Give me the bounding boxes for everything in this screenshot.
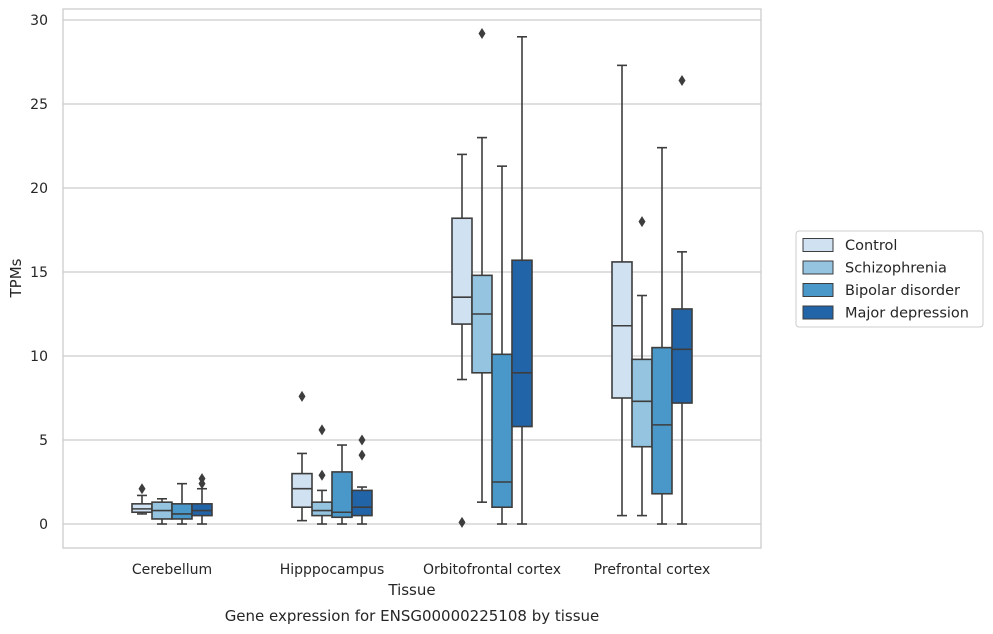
iqr-box: [311, 501, 333, 517]
chart-caption: Gene expression for ENSG00000225108 by t…: [225, 607, 600, 625]
x-axis-title: Tissue: [387, 581, 435, 599]
box: [331, 444, 353, 525]
outlier-point: [638, 216, 646, 228]
iqr-box: [631, 358, 653, 448]
box: [471, 27, 493, 503]
y-tick-label: 25: [30, 97, 48, 113]
iqr-box: [451, 217, 473, 325]
box: [491, 165, 513, 525]
legend: Control Schizophrenia Bipolar disorder Majo…: [795, 230, 984, 328]
box: [611, 64, 633, 517]
box: [151, 497, 173, 525]
box: [131, 483, 153, 515]
box: [451, 153, 473, 528]
legend-label: Major depression: [845, 306, 969, 322]
outlier-point: [298, 390, 306, 402]
legend-swatch: [802, 260, 834, 275]
plot-frame: [62, 8, 762, 549]
iqr-box: [191, 503, 213, 517]
outlier-point: [358, 434, 366, 446]
box: [651, 146, 673, 525]
legend-items: Control Schizophrenia Bipolar disorder Majo…: [802, 238, 969, 322]
box: [291, 390, 313, 522]
y-tick-labels: 0 5 10 15 20 25 30: [30, 13, 48, 533]
box: [671, 74, 693, 525]
y-tick-label: 30: [30, 13, 48, 29]
y-axis-title: TPMs: [7, 258, 25, 298]
outlier-point: [138, 483, 146, 495]
y-tick-label: 5: [39, 433, 48, 449]
x-tick-label: Orbitofrontal cortex: [423, 562, 561, 578]
box: [511, 35, 533, 525]
y-tick-label: 15: [30, 265, 48, 281]
iqr-box: [611, 261, 633, 399]
iqr-box: [171, 503, 193, 520]
outlier-point: [318, 469, 326, 481]
iqr-box: [351, 489, 373, 517]
iqr-box: [511, 259, 533, 428]
iqr-box: [651, 346, 673, 495]
box: [191, 473, 213, 525]
x-tick-label: Hipppocampus: [280, 562, 385, 578]
outlier-point: [458, 516, 466, 528]
boxes: [131, 27, 693, 528]
box: [351, 434, 373, 525]
iqr-box: [491, 353, 513, 509]
legend-frame: [795, 230, 984, 328]
outlier-point: [678, 74, 686, 86]
outlier-point: [318, 424, 326, 436]
legend-label: Bipolar disorder: [845, 283, 960, 299]
legend-label: Control: [845, 238, 897, 254]
y-tick-label: 20: [30, 181, 48, 197]
box: [631, 216, 653, 517]
outlier-point: [358, 449, 366, 461]
iqr-box: [471, 274, 493, 374]
y-tick-label: 10: [30, 349, 48, 365]
box: [311, 424, 333, 525]
y-tick-label: 0: [39, 517, 48, 533]
gridlines: [63, 19, 761, 525]
box: [171, 482, 193, 525]
iqr-box: [131, 503, 153, 514]
outlier-point: [478, 27, 486, 39]
x-tick-label: Cerebellum: [132, 562, 212, 578]
x-tick-label: Prefrontal cortex: [594, 562, 711, 578]
iqr-box: [331, 471, 353, 519]
legend-label: Schizophrenia: [845, 261, 947, 277]
legend-swatch: [802, 283, 834, 297]
x-tick-labels: Cerebellum Hipppocampus Orbitofrontal cort…: [132, 562, 710, 578]
iqr-box: [671, 308, 693, 404]
legend-swatch: [802, 238, 834, 252]
outlier-point: [198, 478, 206, 490]
legend-swatch: [802, 305, 834, 320]
iqr-box: [291, 472, 313, 509]
